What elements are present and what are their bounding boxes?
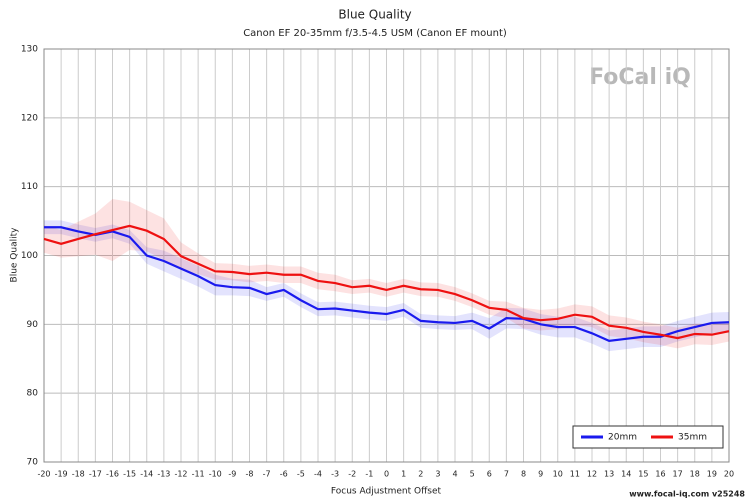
x-tick-label: 3 <box>435 470 440 479</box>
series-line <box>44 226 730 342</box>
x-tick-label: 10 <box>553 470 563 479</box>
x-tick-label: -19 <box>55 470 68 479</box>
y-axis-label: Blue Quality <box>10 227 20 283</box>
x-tick-label: -6 <box>280 470 288 479</box>
x-tick-label: 7 <box>504 470 509 479</box>
x-tick-label: -7 <box>263 470 271 479</box>
x-tick-label: -14 <box>140 470 153 479</box>
chart-title: Blue Quality <box>338 8 411 22</box>
x-tick-label: 1 <box>401 470 406 479</box>
x-tick-label: -20 <box>37 470 50 479</box>
footer: www.focal-iq.com v25248 <box>629 490 745 499</box>
x-tick-label: -15 <box>123 470 136 479</box>
x-tick-label: -17 <box>89 470 102 479</box>
y-tick-label: 70 <box>27 458 39 468</box>
x-tick-label: -10 <box>209 470 222 479</box>
x-tick-label: -3 <box>331 470 339 479</box>
confidence-band <box>44 199 729 349</box>
y-tick-label: 100 <box>21 251 38 261</box>
y-tick-label: 90 <box>27 320 39 330</box>
x-tick-label: -12 <box>174 470 187 479</box>
x-tick-label: 5 <box>470 470 475 479</box>
x-tick-label: -11 <box>192 470 205 479</box>
x-tick-label: 17 <box>673 470 683 479</box>
x-tick-label: -13 <box>157 470 170 479</box>
legend-label: 35mm <box>678 433 707 443</box>
x-axis-label: Focus Adjustment Offset <box>331 487 442 497</box>
x-tick-label: -2 <box>348 470 356 479</box>
x-tick-label: -9 <box>228 470 236 479</box>
legend-label: 20mm <box>608 433 637 443</box>
chart-subtitle: Canon EF 20-35mm f/3.5-4.5 USM (Canon EF… <box>243 28 507 39</box>
x-tick-label: 14 <box>621 470 631 479</box>
x-tick-label: -8 <box>246 470 254 479</box>
x-tick-label: 11 <box>570 470 580 479</box>
x-tick-label: -18 <box>72 470 85 479</box>
y-tick-label: 110 <box>21 182 38 192</box>
x-tick-label: -16 <box>106 470 119 479</box>
x-tick-label: 6 <box>487 470 492 479</box>
series-line <box>43 224 730 340</box>
y-tick-label: 120 <box>21 113 38 123</box>
legend-box <box>572 425 724 449</box>
x-tick-label: 12 <box>587 470 597 479</box>
y-tick-label: 80 <box>27 389 39 399</box>
x-tick-label: 4 <box>452 470 457 479</box>
x-tick-label: 18 <box>690 470 700 479</box>
x-tick-label: 0 <box>384 470 389 479</box>
x-tick-label: 15 <box>638 470 648 479</box>
x-tick-label: 9 <box>538 470 543 479</box>
y-tick-label: 130 <box>21 45 38 55</box>
x-tick-label: -5 <box>297 470 305 479</box>
plot-frame <box>43 48 730 463</box>
x-tick-label: -1 <box>365 470 373 479</box>
logo: FoCal iQ <box>589 65 691 90</box>
x-tick-label: 8 <box>521 470 526 479</box>
x-tick-label: 20 <box>724 470 734 479</box>
x-tick-label: -4 <box>314 470 322 479</box>
x-tick-label: 13 <box>604 470 614 479</box>
x-tick-label: 16 <box>655 470 665 479</box>
x-tick-label: 2 <box>418 470 423 479</box>
x-tick-label: 19 <box>707 470 717 479</box>
